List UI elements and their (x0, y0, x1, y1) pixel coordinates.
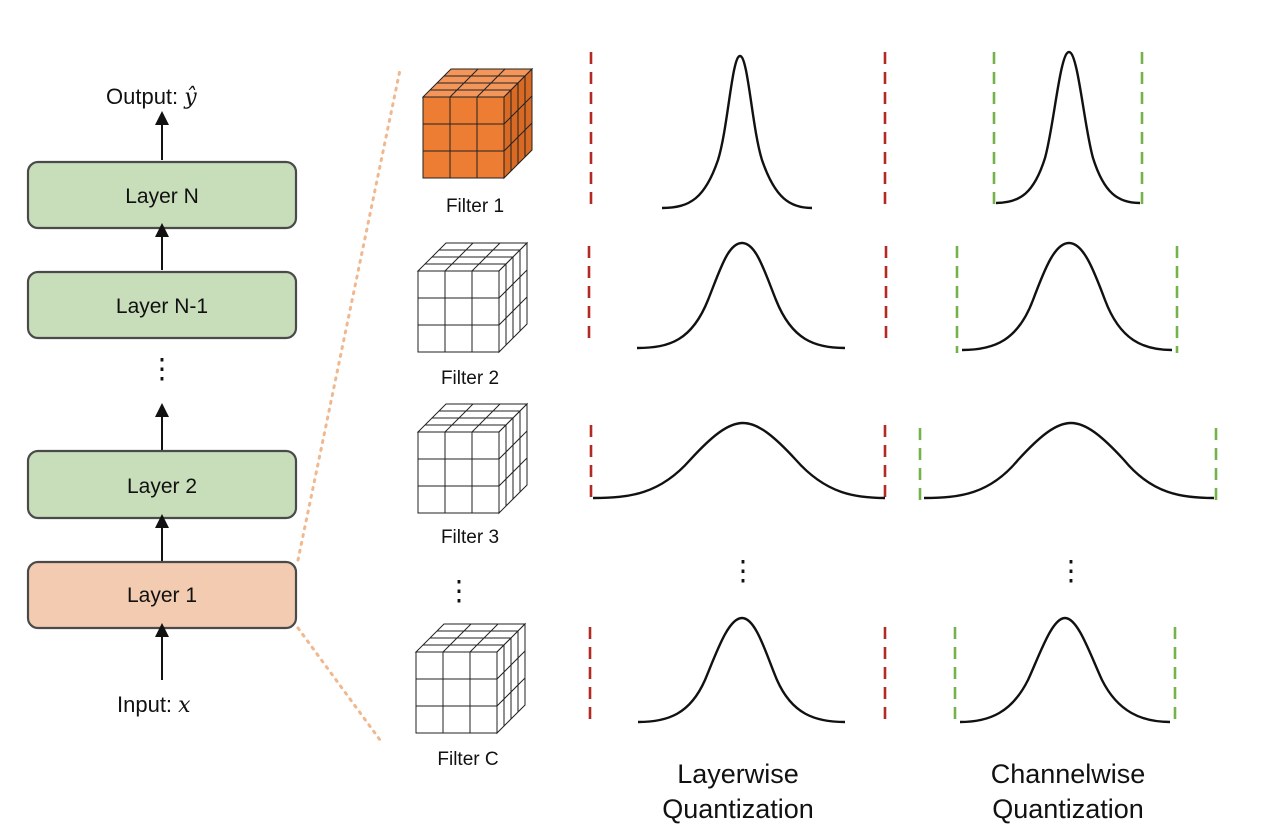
filter-cube-3 (416, 402, 529, 515)
layer-n-label: Layer N (125, 185, 199, 208)
channelwise-ellipsis: ⋮ (1057, 555, 1085, 586)
layer-2-label: Layer 2 (127, 475, 197, 498)
layer-n-minus-1-label: Layer N-1 (116, 295, 208, 318)
channelwise-distribution-2 (961, 241, 1173, 352)
filter-cube-2 (416, 241, 529, 354)
layer-1-label: Layer 1 (127, 584, 197, 607)
zoom-line-bottom (296, 626, 382, 742)
channelwise-title-line1: Channelwise (991, 759, 1146, 789)
layerwise-distribution-4 (637, 616, 846, 724)
layer-n-minus-1-box[interactable]: Layer N-1 (26, 270, 298, 340)
network-stack: Output: ŷ Layer N Layer N-1 ⋮ Layer 2 La… (26, 84, 298, 718)
channelwise-column: ⋮ Channelwise Quantization (918, 50, 1218, 824)
filter-1-label: Filter 1 (446, 196, 504, 217)
output-label: Output: ŷ (106, 84, 197, 110)
layer-n-box[interactable]: Layer N (26, 160, 298, 230)
filter-cubes (414, 67, 534, 735)
channelwise-title-line2: Quantization (992, 794, 1144, 824)
channelwise-distribution-4 (959, 616, 1171, 724)
zoom-line-top (296, 68, 402, 562)
filter-2-label: Filter 2 (441, 368, 499, 389)
layerwise-distribution-1 (661, 54, 813, 210)
layer-ellipsis: ⋮ (148, 353, 176, 384)
layerwise-title-line1: Layerwise (677, 759, 799, 789)
layerwise-column: ⋮ Layerwise Quantization (587, 52, 888, 824)
filter-cube-1 (421, 67, 534, 180)
layer-2-box[interactable]: Layer 2 (26, 449, 298, 520)
layerwise-distribution-2 (636, 241, 846, 350)
layer-1-box[interactable]: Layer 1 (26, 560, 298, 630)
channelwise-distribution-3 (923, 421, 1215, 500)
input-label: Input: x (117, 692, 191, 718)
layerwise-ellipsis: ⋮ (729, 555, 757, 586)
filter-cube-4 (414, 622, 527, 735)
filter-ellipsis: ⋮ (445, 575, 473, 606)
channelwise-distribution-1 (995, 50, 1141, 205)
filter-3-label: Filter 3 (441, 527, 499, 548)
filter-c-label: Filter C (437, 749, 498, 770)
layerwise-distribution-3 (592, 421, 886, 500)
layerwise-title-line2: Quantization (662, 794, 814, 824)
